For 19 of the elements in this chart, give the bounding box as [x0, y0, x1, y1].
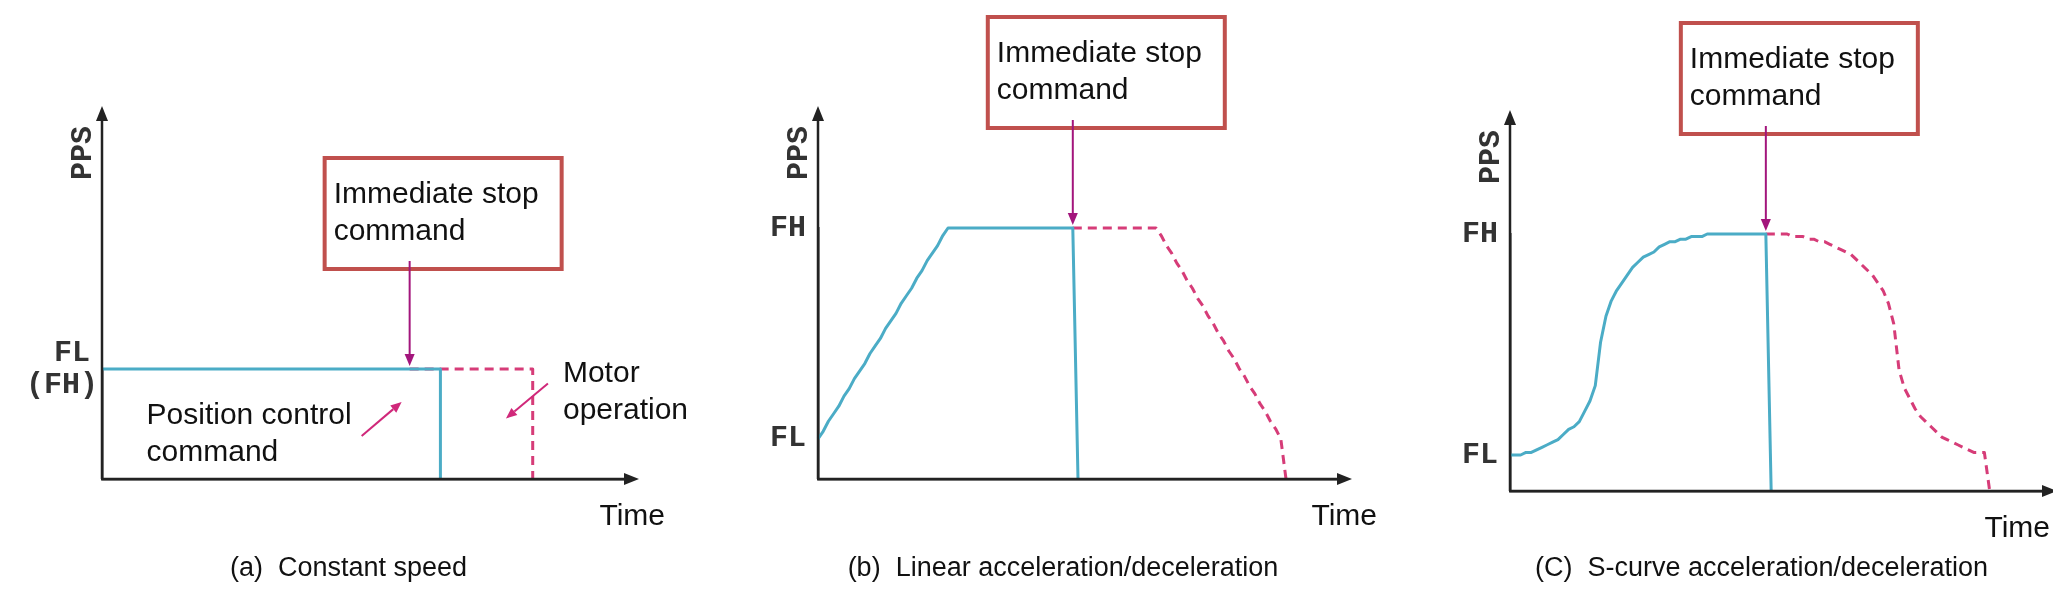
- x-axis-title: Time: [599, 498, 665, 532]
- text: Immediate stop command: [996, 35, 1202, 106]
- y-axis-title: PPS: [781, 125, 816, 181]
- text: FH: [1461, 216, 1498, 251]
- text: (b) Linear acceleration/deceleration: [847, 552, 1279, 583]
- text: FL (FH): [25, 335, 98, 402]
- text: Immediate stop command: [333, 176, 539, 247]
- text: FL: [1461, 437, 1498, 472]
- x-axis-title: Time: [1984, 510, 2050, 544]
- annotation: Position control command: [146, 397, 352, 468]
- text: FH: [769, 210, 806, 245]
- x-axis-title: Time: [1311, 498, 1377, 532]
- text: FL: [769, 421, 806, 456]
- y-axis-title: PPS: [1473, 129, 1508, 185]
- annotation: Motor operation: [562, 354, 689, 425]
- text: (a) Constant speed: [229, 552, 468, 583]
- text: (C) S-curve acceleration/deceleration: [1534, 552, 1989, 583]
- y-axis-title: PPS: [65, 125, 100, 181]
- text: Immediate stop command: [1689, 41, 1895, 112]
